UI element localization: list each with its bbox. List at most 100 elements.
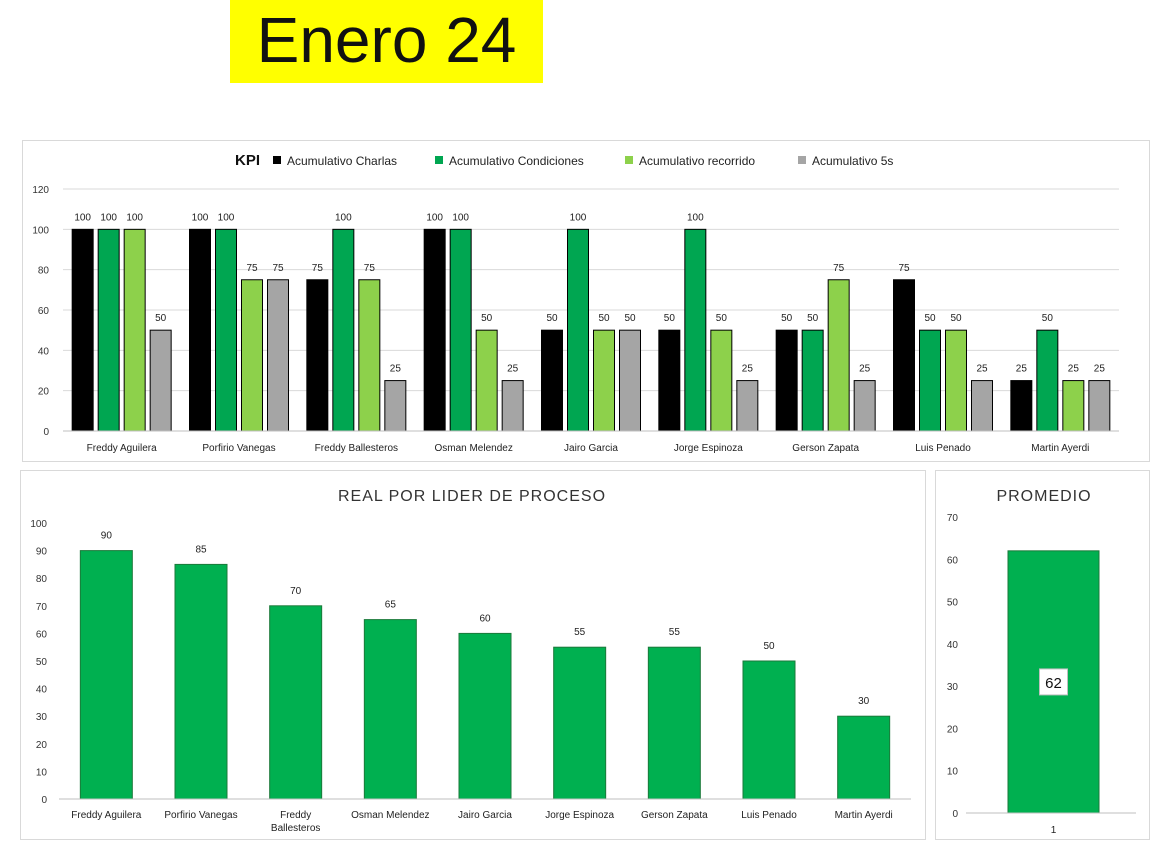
data-label: 50 <box>807 313 819 324</box>
x-tick-label: Gerson Zapata <box>641 810 708 821</box>
bar-freddy-ballesteros-acumulativo-recorrido <box>358 279 381 432</box>
data-label: 100 <box>452 212 469 223</box>
data-label: 25 <box>1068 364 1080 375</box>
data-label: 100 <box>100 212 117 223</box>
data-label: 100 <box>126 212 143 223</box>
data-label: 100 <box>218 212 235 223</box>
bar-gerson-zapata-acumulativo-charlas <box>775 329 798 432</box>
bar-freddy-ballesteros <box>269 605 323 800</box>
bar-martin-ayerdi-acumulativo-5s <box>1088 380 1111 432</box>
x-tick-label: Jorge Espinoza <box>674 443 743 454</box>
y-tick-label: 80 <box>38 266 50 277</box>
y-tick-label: 20 <box>38 387 50 398</box>
data-label: 25 <box>859 364 871 375</box>
x-tick-label: Luis Penado <box>915 443 971 454</box>
bar-luis-penado-acumulativo-recorrido <box>945 329 967 432</box>
x-tick-label: Porfirio Vanegas <box>164 810 237 821</box>
y-tick-label: 60 <box>38 306 50 317</box>
data-label: 75 <box>833 263 845 274</box>
kpi-chart: 0 20 40 60 80 100 120 KPI Acumulativo Charlas Acu… <box>32 152 1119 454</box>
x-tick-label: Osman Melendez <box>434 443 512 454</box>
y-tick-label: 40 <box>38 346 50 357</box>
data-label: 70 <box>290 586 302 597</box>
x-tick-label: Freddy Aguilera <box>71 810 141 821</box>
bar-jorge-espinoza-acumulativo-5s <box>736 380 759 432</box>
y-tick-label: 90 <box>36 547 48 558</box>
bar-porfirio-vanegas-acumulativo-condiciones <box>215 228 237 432</box>
data-label: 50 <box>924 313 936 324</box>
promedio-chart-panel: PROMEDIO 0 10 20 30 40 50 60 70 62 1 <box>935 470 1150 840</box>
data-label: 50 <box>763 641 775 652</box>
page-title: Enero 24 <box>230 0 543 83</box>
data-label: 50 <box>155 313 167 324</box>
bar-jorge-espinoza <box>553 646 607 800</box>
data-label: 100 <box>335 212 352 223</box>
bar-porfirio-vanegas-acumulativo-5s <box>267 279 289 432</box>
bar-luis-penado-acumulativo-condiciones <box>919 329 941 432</box>
chart-title: PROMEDIO <box>996 488 1091 505</box>
bar-martin-ayerdi-acumulativo-charlas <box>1010 380 1033 432</box>
x-tick-label: Martin Ayerdi <box>835 810 893 821</box>
y-tick-label: 20 <box>36 740 48 751</box>
bar-jorge-espinoza-acumulativo-condiciones <box>684 228 707 432</box>
data-label: 75 <box>272 263 284 274</box>
x-tick-label: Osman Melendez <box>351 810 429 821</box>
bar-luis-penado-acumulativo-charlas <box>893 279 915 432</box>
data-label: 25 <box>1094 364 1106 375</box>
data-label-box <box>1039 668 1068 696</box>
bar-freddy-ballesteros-acumulativo-condiciones <box>332 228 355 432</box>
bar-freddy-aguilera-acumulativo-charlas <box>71 228 94 432</box>
data-label: 100 <box>570 212 587 223</box>
kpi-chart-panel: 0 20 40 60 80 100 120 KPI Acumulativo Charlas Acu… <box>22 140 1150 462</box>
data-label: 25 <box>507 364 519 375</box>
bar-osman-melendez-acumulativo-5s <box>501 380 524 432</box>
y-tick-label: 40 <box>36 685 48 696</box>
y-tick-label: 10 <box>36 767 48 778</box>
y-tick-label: 0 <box>952 809 958 820</box>
data-label: 100 <box>426 212 443 223</box>
y-tick-label: 60 <box>36 629 48 640</box>
bar-promedio <box>1007 550 1100 814</box>
data-label: 25 <box>976 364 988 375</box>
y-tick-label: 70 <box>36 602 48 613</box>
x-tick-label: Freddy <box>280 810 311 821</box>
y-tick-label: 30 <box>947 682 959 693</box>
x-tick-label: Freddy Aguilera <box>87 443 157 454</box>
y-tick-label: 40 <box>947 640 959 651</box>
data-label: 75 <box>364 263 376 274</box>
x-tick-label: 1 <box>1051 825 1057 836</box>
data-label: 50 <box>598 313 610 324</box>
x-tick-label: Porfirio Vanegas <box>202 443 275 454</box>
legend-swatch-acumulativo-charlas <box>273 156 281 164</box>
x-tick-label: Jairo Garcia <box>458 810 512 821</box>
bar-freddy-ballesteros-acumulativo-5s <box>384 380 407 432</box>
data-label: 50 <box>546 313 558 324</box>
legend-label-acumulativo-condiciones: Acumulativo Condiciones <box>449 154 584 168</box>
bar-gerson-zapata <box>647 646 701 800</box>
data-label: 50 <box>1042 313 1054 324</box>
bar-freddy-aguilera-acumulativo-recorrido <box>123 228 146 432</box>
data-label: 25 <box>1016 364 1028 375</box>
bar-gerson-zapata-acumulativo-5s <box>853 380 876 432</box>
legend-label-acumulativo-5s: Acumulativo 5s <box>812 154 893 168</box>
data-label: 90 <box>101 531 113 542</box>
x-tick-label: Jairo Garcia <box>564 443 618 454</box>
data-label: 100 <box>74 212 91 223</box>
promedio-chart: PROMEDIO 0 10 20 30 40 50 60 70 62 1 <box>947 488 1136 836</box>
bar-freddy-aguilera-acumulativo-condiciones <box>97 228 120 432</box>
bottom-strip <box>0 846 1174 856</box>
bar-gerson-zapata-acumulativo-condiciones <box>801 329 824 432</box>
data-label: 75 <box>312 263 324 274</box>
bar-martin-ayerdi <box>837 715 891 800</box>
x-tick-label: Freddy Ballesteros <box>315 443 398 454</box>
legend-swatch-acumulativo-condiciones <box>435 156 443 164</box>
data-label: 50 <box>624 313 636 324</box>
y-tick-label: 50 <box>947 598 959 609</box>
y-tick-label: 100 <box>30 519 47 530</box>
x-tick-label: Luis Penado <box>741 810 797 821</box>
bar-jairo-garcia-acumulativo-5s <box>619 329 641 432</box>
bar-porfirio-vanegas-acumulativo-charlas <box>189 228 211 432</box>
bar-osman-melendez-acumulativo-recorrido <box>475 329 498 432</box>
data-label: 65 <box>385 600 397 611</box>
x-tick-label: Ballesteros <box>271 823 320 834</box>
